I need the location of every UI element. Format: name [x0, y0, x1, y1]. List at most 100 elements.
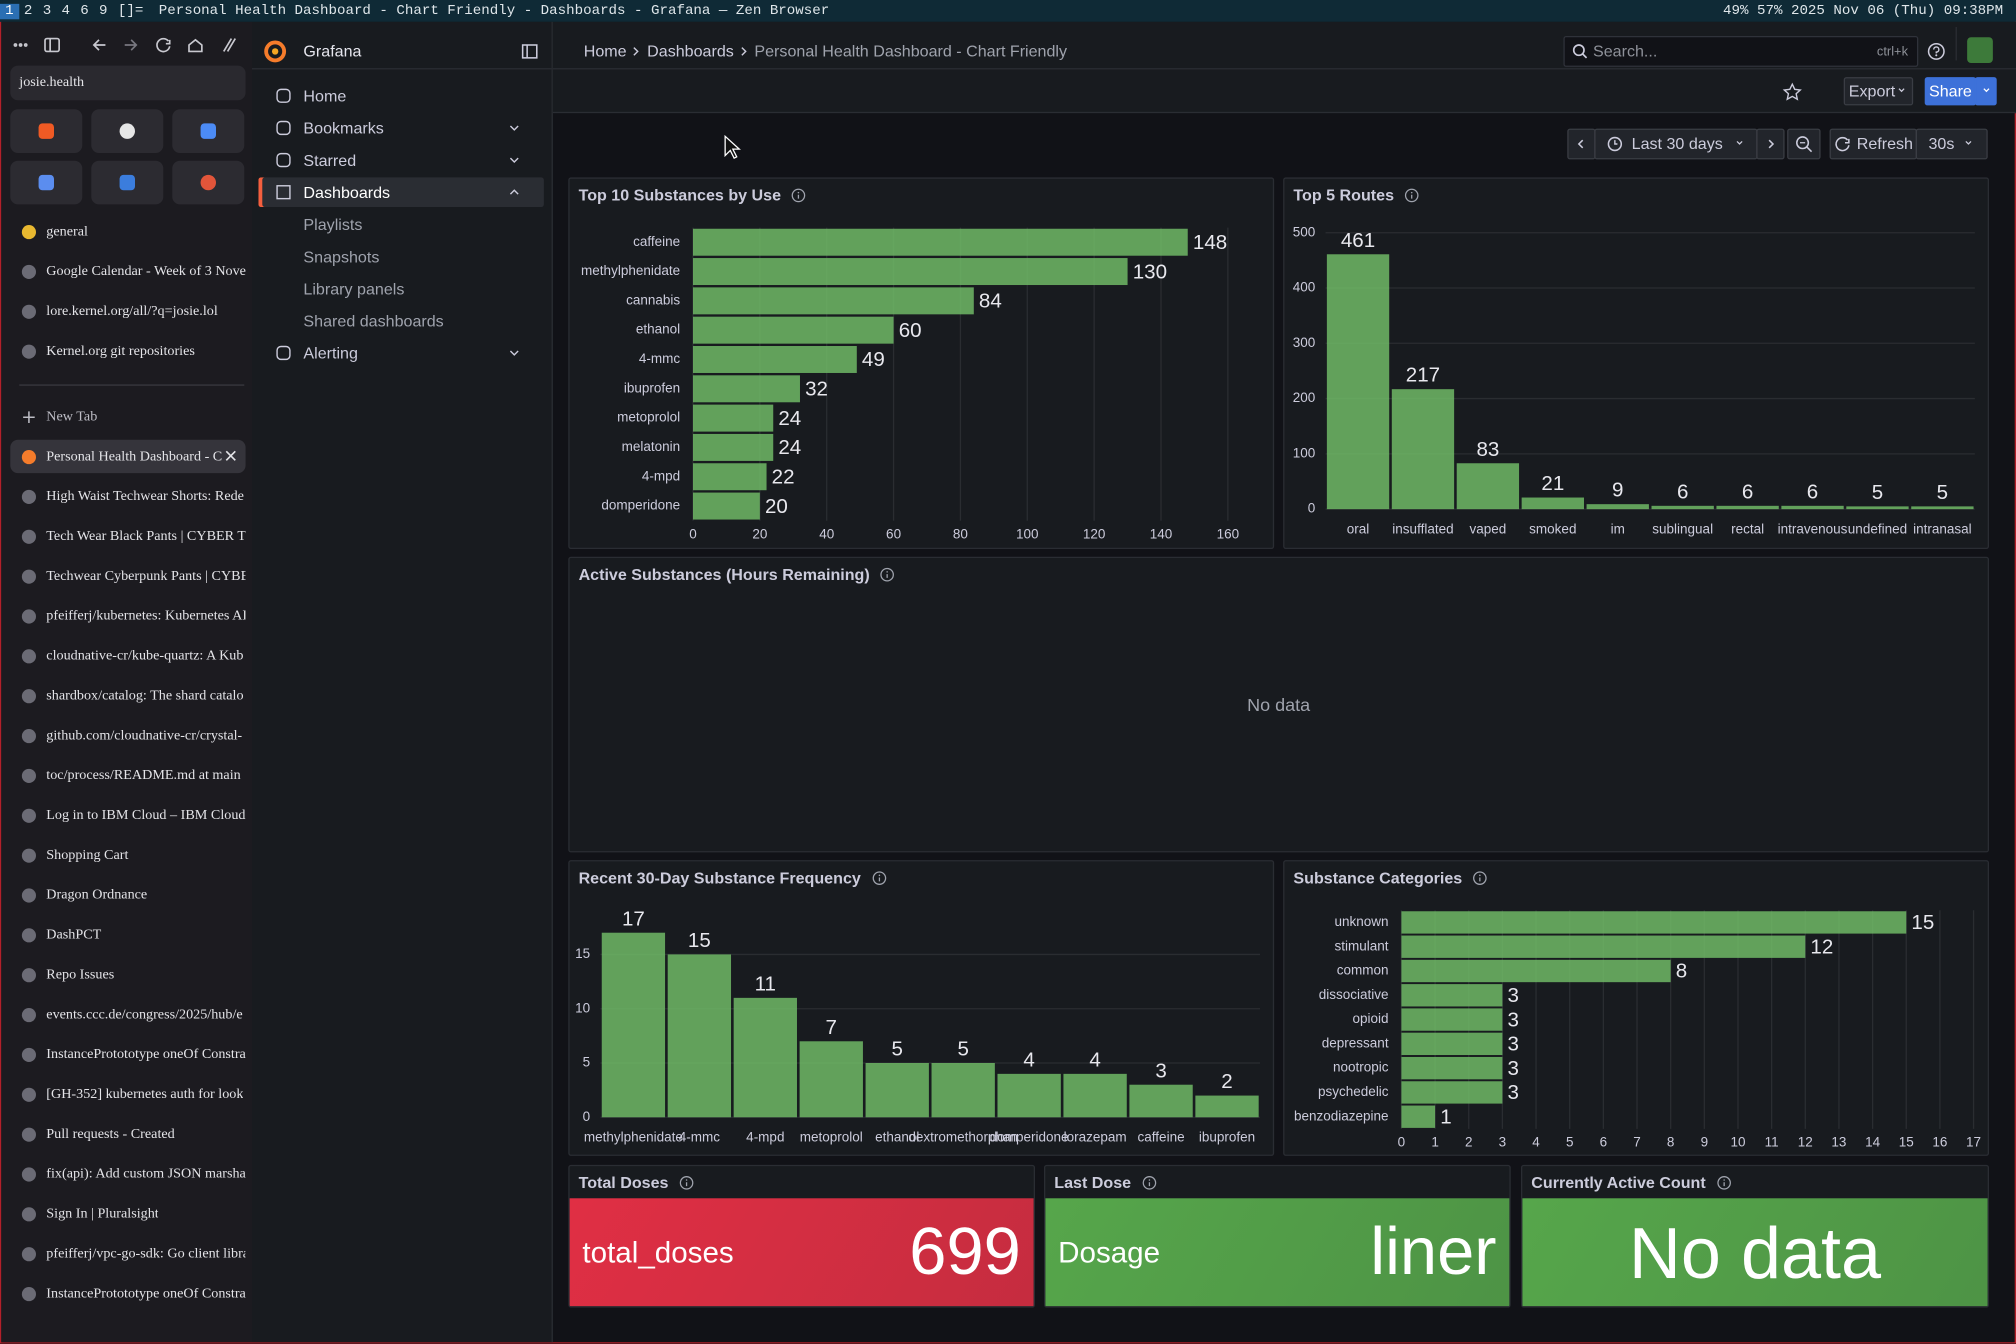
dock-menu[interactable]: [521, 42, 539, 60]
nav-item[interactable]: Playlists: [258, 210, 543, 240]
tab[interactable]: Techwear Cyberpunk Pants | CYBE: [10, 559, 246, 592]
pinned-tile[interactable]: [91, 160, 164, 205]
export-button[interactable]: Export: [1843, 77, 1914, 106]
nav-item[interactable]: Alerting: [258, 338, 543, 368]
x-tick-label: 0: [1398, 1135, 1406, 1150]
workspace[interactable]: 4: [61, 3, 70, 19]
nav-item[interactable]: Home: [258, 81, 543, 111]
bar: [1716, 505, 1779, 510]
chevron: [1982, 88, 1989, 93]
nav-item[interactable]: Library panels: [258, 274, 543, 304]
tab[interactable]: fix(api): Add custom JSON marshal: [10, 1157, 246, 1190]
tab[interactable]: Repo Issues: [10, 958, 245, 991]
category-label: benzodiazepine: [1294, 1108, 1389, 1123]
chart: 0 5 10 15 17 methylphenidate 15 4-mmc 11 4-mpd 7 me…: [575, 907, 1260, 1144]
nav-item[interactable]: Starred: [258, 145, 543, 175]
bar: [1586, 504, 1649, 510]
tab[interactable]: pfeifferj/vpc-go-sdk: Go client libra: [10, 1237, 246, 1270]
tab[interactable]: cloudnative-cr/kube-quartz: A Kub: [10, 639, 245, 672]
tab[interactable]: toc/process/README.md at main ·: [10, 759, 246, 792]
tab[interactable]: DashPCT: [10, 918, 245, 951]
new-tab[interactable]: New Tab: [10, 400, 245, 433]
value-label: 3: [1508, 984, 1519, 1007]
search-box[interactable]: Search... ctrl+k: [1563, 36, 1919, 67]
tab[interactable]: github.com/cloudnative-cr/crystal-: [10, 719, 245, 752]
workspace[interactable]: 2: [23, 3, 33, 19]
nav-item[interactable]: Shared dashboards: [258, 306, 543, 336]
user-avatar[interactable]: [1967, 37, 1993, 63]
bar: [693, 258, 1128, 286]
tab[interactable]: Dragon Ordnance: [10, 878, 245, 911]
category-label: metoprolol: [800, 1129, 863, 1144]
value-label: 148: [1193, 231, 1227, 254]
bar: [865, 1063, 929, 1118]
category-label: sublingual: [1652, 521, 1713, 536]
tab[interactable]: shardbox/catalog: The shard catalo: [10, 679, 245, 712]
tab-title: High Waist Techwear Shorts: Rede: [46, 488, 244, 504]
pinned-tab[interactable]: general: [10, 215, 245, 248]
chart: 0 20 40 60 80 100 120 140 160 caffeine 148 methylph…: [581, 227, 1239, 541]
pinned-tile[interactable]: [91, 109, 164, 153]
tab[interactable]: Log in to IBM Cloud – IBM Cloud: [10, 798, 245, 831]
pinned-tab[interactable]: Google Calendar - Week of 3 Nover: [10, 255, 246, 288]
nav-item[interactable]: Snapshots: [258, 242, 543, 272]
refresh-interval[interactable]: 30s: [1915, 128, 1988, 160]
breadcrumb[interactable]: Home: [583, 42, 627, 61]
y-tick-label: 100: [1293, 445, 1316, 460]
category-label: domperidone: [990, 1129, 1069, 1144]
bar: [1401, 1008, 1503, 1031]
tab-title: general: [46, 223, 88, 240]
pinned-tile[interactable]: [10, 160, 83, 205]
tab-title: cloudnative-cr/kube-quartz: A Kub: [46, 648, 244, 664]
workspace[interactable]: []=: [117, 3, 144, 19]
tab[interactable]: Tech Wear Black Pants | CYBER TE: [10, 519, 246, 552]
star-button[interactable]: [1782, 82, 1803, 103]
nav-item[interactable]: Dashboards: [258, 177, 544, 207]
time-forward[interactable]: [1756, 128, 1785, 160]
pinned-tab[interactable]: Kernel.org git repositories: [10, 334, 245, 367]
tab-icon: [21, 1087, 36, 1102]
tab[interactable]: [GH-352] kubernetes auth for look: [10, 1077, 245, 1110]
pinned-tile[interactable]: [172, 160, 245, 205]
help-icon[interactable]: [1926, 41, 1947, 62]
workspace[interactable]: 6: [80, 3, 89, 19]
tab[interactable]: pfeifferj/kubernetes: Kubernetes AI: [10, 599, 246, 632]
x-tick-label: 6: [1600, 1135, 1608, 1150]
time-picker[interactable]: Last 30 days: [1594, 128, 1758, 160]
crumb-sep-path: [633, 47, 640, 56]
tab[interactable]: Personal Health Dashboard - C: [10, 439, 246, 474]
tab[interactable]: High Waist Techwear Shorts: Rede: [10, 480, 245, 513]
breadcrumb[interactable]: Dashboards: [647, 42, 734, 61]
value-label: 12: [1810, 935, 1833, 958]
refresh-button[interactable]: Refresh: [1829, 128, 1917, 160]
time-back[interactable]: [1567, 128, 1596, 160]
share-button[interactable]: Share: [1924, 77, 1977, 106]
workspace[interactable]: 9: [99, 3, 108, 19]
nav-item[interactable]: Bookmarks: [258, 113, 543, 143]
tab[interactable]: events.ccc.de/congress/2025/hub/e: [10, 998, 245, 1031]
pinned-tiles: [10, 109, 247, 205]
tab[interactable]: Pull requests - Created: [10, 1117, 245, 1150]
bar: [997, 1073, 1061, 1118]
pinned-tab[interactable]: lore.kernel.org/all/?q=josie.lol: [10, 294, 245, 327]
close-tab[interactable]: [224, 449, 238, 467]
tab[interactable]: Shopping Cart: [10, 838, 245, 871]
nav-icon: [276, 345, 291, 361]
info-icon: [1405, 188, 1419, 203]
pinned-tile[interactable]: [10, 109, 83, 153]
tab[interactable]: Sign In | Pluralsight: [10, 1197, 245, 1230]
share-menu[interactable]: [1974, 77, 1997, 106]
tab-title: Log in to IBM Cloud – IBM Cloud: [46, 807, 246, 823]
pinned-tile[interactable]: [172, 109, 245, 153]
nav-icon: [276, 185, 291, 200]
panel: 0 5 10 15 17 methylphenidate 15 4-mmc 11 4-mpd 7 me…: [568, 860, 1275, 1156]
bar: [1391, 389, 1455, 510]
value-label: 8: [1676, 960, 1687, 983]
workspace[interactable]: 3: [42, 3, 52, 19]
tab[interactable]: InstanceProtototype oneOf Constrain: [10, 1277, 246, 1310]
y-tick-label: 500: [1293, 224, 1316, 239]
zoom-out[interactable]: [1787, 128, 1821, 160]
workspace[interactable]: 1: [0, 3, 19, 19]
url-bar[interactable]: josie.health: [10, 65, 246, 101]
tab[interactable]: InstanceProtototype oneOf Constrain: [10, 1038, 246, 1071]
